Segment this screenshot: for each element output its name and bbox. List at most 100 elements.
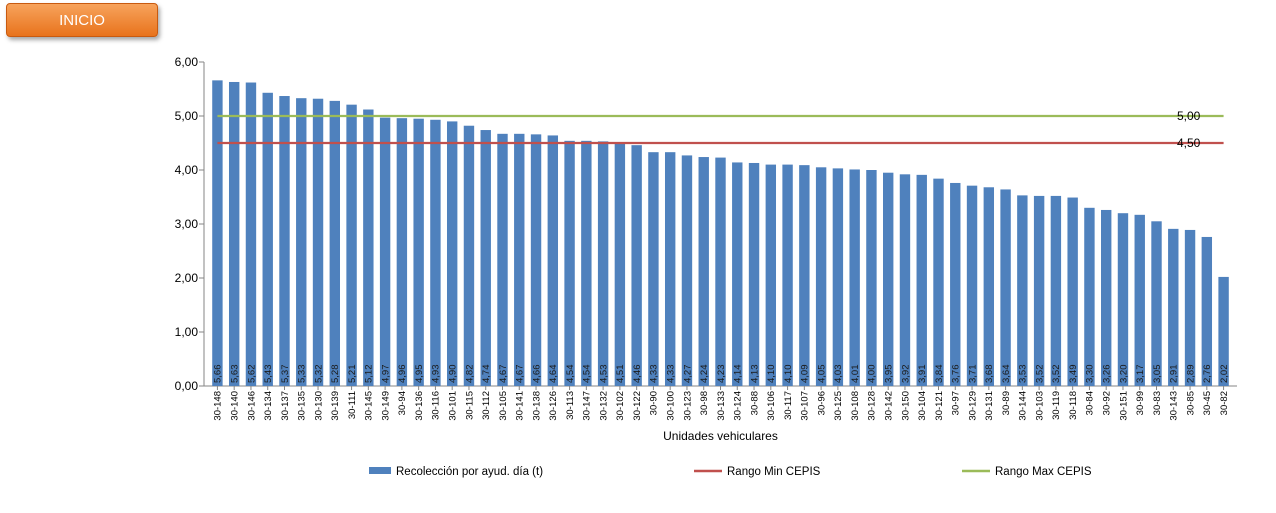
x-tick-label: 30-96 — [816, 391, 827, 415]
x-tick-label: 30-103 — [1034, 391, 1045, 421]
bar — [1033, 195, 1045, 386]
y-tick-label: 0,00 — [175, 379, 199, 393]
bar — [430, 119, 441, 386]
x-tick-label: 30-97 — [951, 391, 962, 415]
x-tick-label: 30-101 — [447, 391, 458, 421]
x-tick-label: 30-136 — [414, 391, 425, 421]
x-tick-label: 30-151 — [1118, 391, 1129, 421]
x-tick-label: 30-85 — [1185, 391, 1196, 415]
bar — [1101, 209, 1112, 386]
data-label: 3,20 — [1118, 365, 1129, 384]
bar — [631, 145, 642, 386]
bar — [782, 164, 793, 386]
legend-label-bars: Recolección por ayud. día (t) — [396, 466, 543, 478]
data-label: 4,90 — [447, 365, 458, 384]
y-tick-label: 5,00 — [175, 109, 199, 123]
x-tick-label: 30-145 — [364, 391, 375, 421]
bar — [664, 152, 676, 386]
x-tick-label: 30-124 — [733, 391, 744, 421]
data-label: 4,64 — [548, 365, 559, 384]
data-label: 4,67 — [498, 365, 509, 384]
data-label: 5,32 — [313, 365, 324, 384]
bar — [1000, 189, 1011, 386]
bar — [933, 178, 944, 386]
bar — [765, 164, 777, 386]
bar — [983, 187, 995, 386]
data-label: 5,63 — [229, 365, 240, 384]
x-tick-label: 30-102 — [615, 391, 626, 421]
x-tick-label: 30-83 — [1152, 391, 1163, 415]
min-range-label: 4,50 — [1177, 136, 1201, 150]
data-label: 3,92 — [900, 365, 911, 384]
data-label: 3,71 — [967, 365, 978, 384]
bar — [849, 169, 860, 386]
bar — [379, 117, 391, 387]
data-label: 3,49 — [1068, 365, 1079, 384]
bar — [1151, 221, 1162, 386]
y-tick-label: 2,00 — [175, 271, 199, 285]
bar — [514, 133, 525, 386]
x-tick-label: 30-107 — [800, 391, 811, 421]
bar — [1050, 195, 1062, 386]
data-label: 4,93 — [431, 365, 442, 384]
x-tick-label: 30-132 — [598, 391, 609, 421]
bar — [296, 98, 307, 387]
bar — [312, 98, 324, 386]
data-label: 5,28 — [330, 365, 341, 384]
bar — [715, 157, 726, 386]
bar — [480, 130, 491, 386]
bar — [966, 185, 978, 386]
data-label: 4,05 — [816, 365, 827, 384]
bar — [363, 109, 374, 387]
bar — [228, 81, 240, 386]
x-tick-label: 30-149 — [380, 391, 391, 421]
legend-label-max: Rango Max CEPIS — [995, 466, 1092, 478]
data-label: 4,33 — [665, 365, 676, 384]
x-tick-label: 30-146 — [246, 391, 257, 421]
data-label: 3,64 — [1001, 365, 1012, 384]
data-label: 4,00 — [867, 365, 878, 384]
bar — [1017, 195, 1028, 386]
data-label: 4,74 — [481, 365, 492, 384]
x-tick-label: 30-106 — [766, 391, 777, 421]
x-tick-label: 30-122 — [632, 391, 643, 421]
x-tick-label: 30-117 — [783, 391, 794, 420]
bar — [530, 134, 542, 386]
data-label: 5,66 — [213, 365, 224, 384]
bar — [346, 104, 357, 386]
data-label: 3,30 — [1085, 365, 1096, 384]
x-tick-label: 30-112 — [481, 391, 492, 420]
x-tick-label: 30-90 — [649, 391, 660, 415]
x-tick-label: 30-119 — [1051, 391, 1062, 420]
bar — [547, 135, 559, 386]
data-label: 3,52 — [1051, 365, 1062, 384]
bar — [899, 174, 911, 386]
inicio-button[interactable]: INICIO — [6, 3, 158, 37]
x-tick-label: 30-92 — [1102, 391, 1113, 415]
bar — [698, 157, 709, 386]
x-tick-label: 30-129 — [967, 391, 978, 421]
bar — [883, 172, 894, 386]
bar — [1067, 197, 1078, 386]
data-label: 3,68 — [984, 365, 995, 384]
bar — [1218, 276, 1229, 386]
data-label: 4,24 — [699, 365, 710, 384]
x-tick-label: 30-115 — [464, 391, 475, 420]
data-label: 5,21 — [347, 365, 358, 384]
data-label: 2,02 — [1219, 365, 1230, 384]
y-tick-label: 3,00 — [175, 217, 199, 231]
x-tick-label: 30-135 — [297, 391, 308, 421]
x-tick-label: 30-105 — [498, 391, 509, 421]
x-tick-label: 30-116 — [431, 391, 442, 420]
bar — [732, 162, 743, 386]
data-label: 4,82 — [464, 365, 475, 384]
bar — [1184, 229, 1196, 386]
bar — [832, 168, 844, 386]
x-tick-label: 30-89 — [1001, 391, 1012, 415]
bar — [614, 142, 626, 386]
x-tick-label: 30-148 — [213, 391, 224, 421]
data-label: 3,17 — [1135, 365, 1146, 384]
data-label: 3,76 — [951, 365, 962, 384]
bar — [597, 141, 609, 386]
